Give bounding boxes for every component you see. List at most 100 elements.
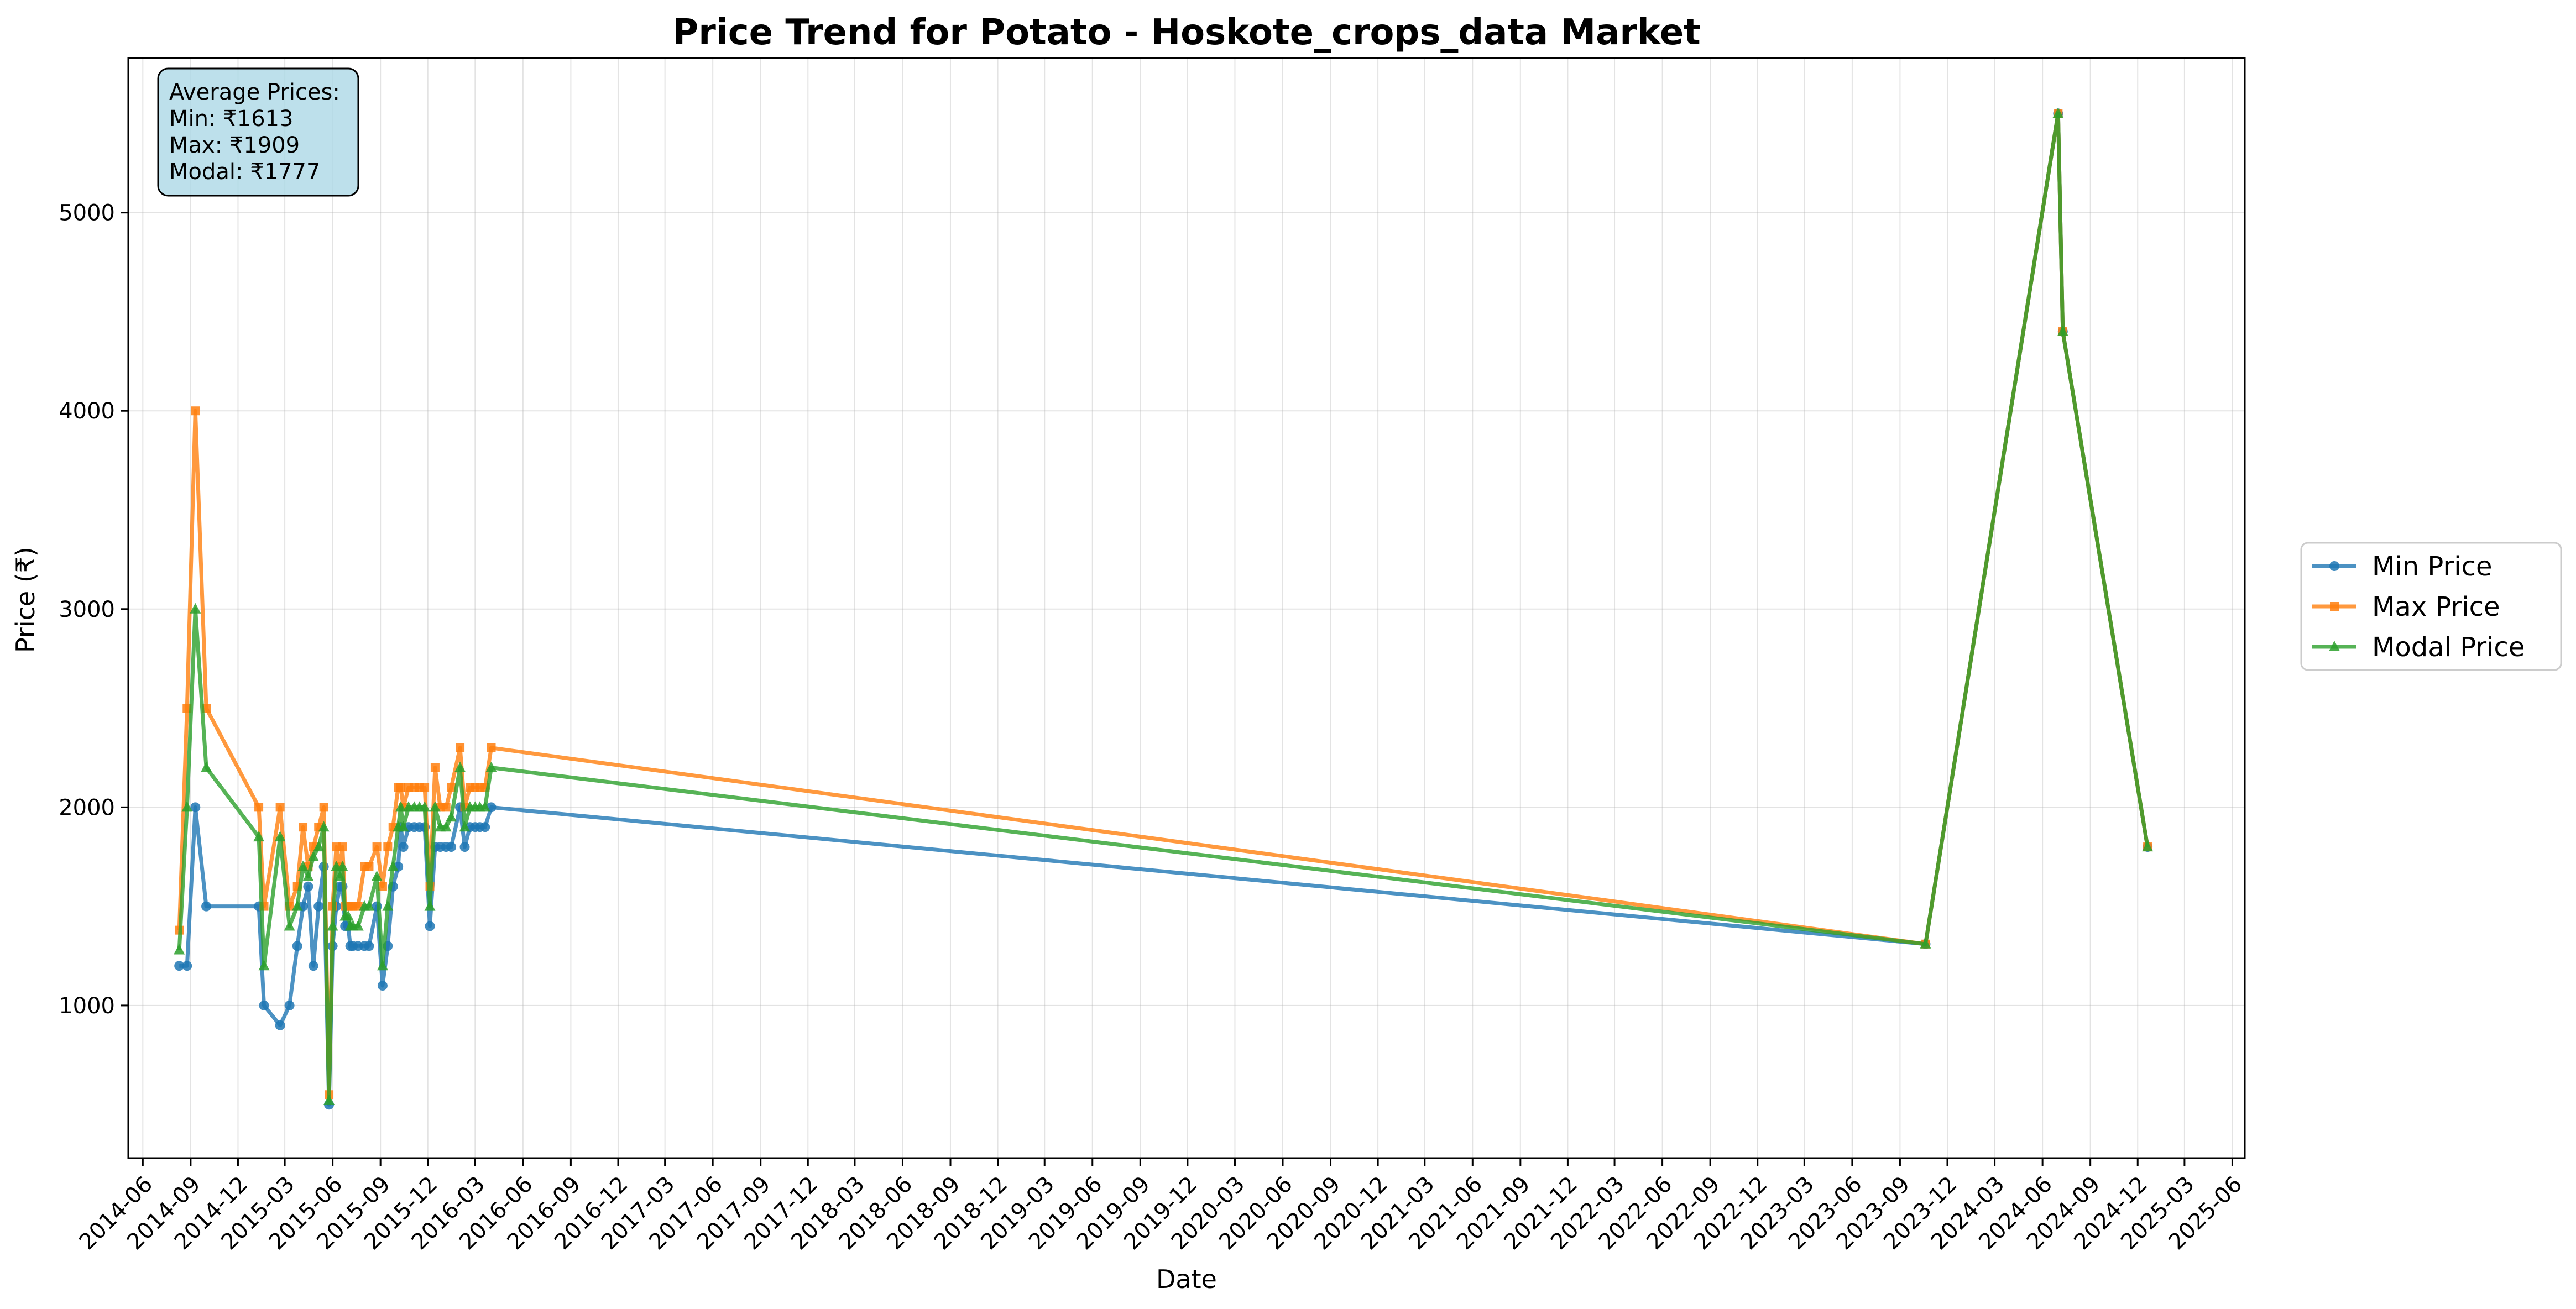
min-price-point [182, 961, 192, 971]
min-price-point [284, 1000, 295, 1010]
max-price-point [319, 803, 328, 812]
modal-price-point [181, 801, 193, 812]
legend-label: Min Price [2372, 551, 2493, 582]
min-price-point [275, 1020, 285, 1030]
modal-price-point [454, 761, 466, 772]
x-axis-label: Date [1156, 1264, 1217, 1294]
y-tick-label: 4000 [59, 399, 115, 424]
modal-price-point [297, 860, 309, 871]
modal-price-point [253, 831, 265, 842]
min-price-point [377, 981, 388, 991]
max-price-point [378, 882, 387, 891]
chart-title: Price Trend for Potato - Hoskote_crops_d… [672, 12, 1700, 53]
modal-price-point [307, 850, 319, 861]
max-price-point [430, 763, 440, 772]
min-price-point [190, 802, 201, 813]
max-price-series [175, 109, 2152, 1099]
modal-price-point [327, 920, 338, 931]
modal-price-point [284, 920, 295, 931]
modal-price-point [2142, 841, 2154, 852]
min-price-point [308, 961, 318, 971]
y-tick-label: 5000 [59, 201, 115, 226]
modal-price-point [440, 821, 452, 832]
modal-price-point [419, 801, 431, 812]
modal-price-point [363, 900, 375, 911]
max-price-point [441, 803, 451, 812]
average-prices-line: Min: ₹1613 [169, 106, 293, 132]
modal-price-point [274, 831, 286, 842]
max-price-point [338, 842, 347, 852]
min-price-point [201, 901, 212, 912]
min-price-point [425, 921, 435, 931]
legend-frame [2300, 542, 2562, 671]
y-axis-label: Price (₹) [11, 547, 40, 653]
modal-price-series [174, 107, 2154, 1106]
modal-price-point [479, 801, 491, 812]
modal-price-point [291, 900, 303, 911]
min-price-point [459, 842, 470, 852]
min-price-point [292, 941, 302, 951]
min-price-point [446, 842, 457, 852]
modal-price-point [446, 811, 457, 822]
legend-swatch-marker [2329, 561, 2339, 571]
max-price-point [487, 743, 496, 752]
max-price-point [299, 823, 308, 832]
modal-price-point [377, 960, 388, 971]
modal-price-point [371, 870, 383, 881]
average-prices-line: Modal: ₹1777 [169, 159, 320, 185]
modal-price-point [2057, 325, 2068, 336]
modal-price-point [424, 900, 436, 911]
y-tick-label: 2000 [59, 795, 115, 820]
legend-swatch-marker [2330, 602, 2339, 611]
min-price-point [174, 961, 185, 971]
average-prices-box-bg [157, 67, 359, 197]
modal-price-point [398, 821, 409, 832]
modal-price-point [1920, 938, 1931, 949]
modal-price-point [323, 1095, 335, 1106]
min-price-point [259, 1000, 269, 1010]
min-price-point [398, 842, 409, 852]
legend-entry: Modal Price [2312, 632, 2525, 663]
modal-price-point [2052, 107, 2064, 118]
modal-price-point [318, 821, 330, 832]
legend-label: Max Price [2372, 591, 2500, 622]
modal-price-point [485, 761, 497, 772]
modal-price-point [387, 860, 399, 871]
modal-price-point [334, 870, 346, 881]
max-price-point [372, 842, 382, 852]
modal-price-point [352, 920, 364, 931]
max-price-point [275, 803, 285, 812]
min-price-point [303, 881, 313, 892]
legend-label: Modal Price [2372, 632, 2525, 663]
max-price-point [254, 803, 264, 812]
modal-price-point [313, 841, 325, 852]
min-price-point [480, 822, 490, 832]
min-price-point [313, 901, 324, 912]
legend-entry: Max Price [2312, 591, 2500, 622]
max-price-point [383, 842, 393, 852]
modal-price-point [174, 944, 185, 955]
modal-price-point [201, 761, 212, 772]
modal-price-point [342, 910, 354, 921]
modal-price-point [395, 801, 406, 812]
plot-frame [127, 57, 2246, 1159]
min-price-point [364, 941, 374, 951]
modal-price-point [337, 860, 348, 871]
legend-swatch-marker [2329, 641, 2340, 651]
average-prices-line: Average Prices: [169, 80, 340, 105]
modal-price-point [258, 960, 270, 971]
modal-price-point [429, 801, 441, 812]
max-price-point [396, 783, 405, 792]
max-price-point [456, 743, 465, 752]
modal-price-point [302, 870, 314, 881]
max-price-point [191, 406, 200, 416]
legend: Min Price Max Price Modal Price [2300, 542, 2562, 671]
average-prices-line: Max: ₹1909 [169, 133, 300, 158]
modal-price-point [459, 821, 471, 832]
max-price-point [447, 783, 456, 792]
y-tick-label: 1000 [59, 993, 115, 1019]
modal-price-point [382, 900, 394, 911]
